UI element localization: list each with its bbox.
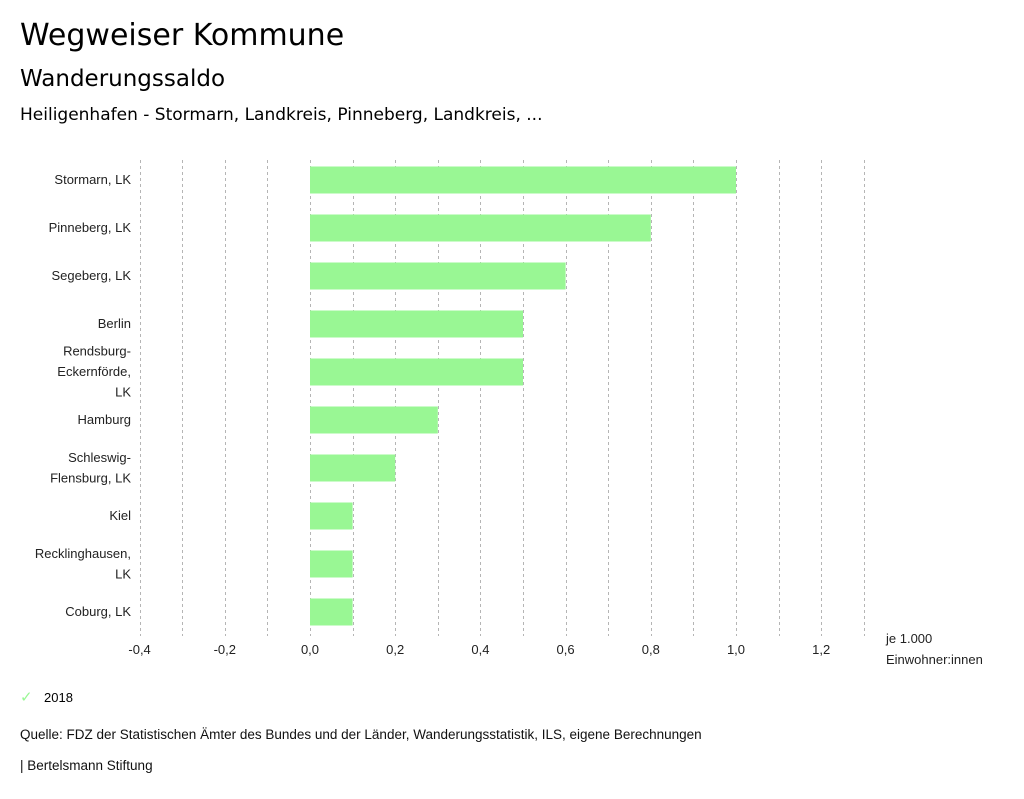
category-label: Kiel — [109, 508, 131, 523]
check-icon[interactable]: ✓ — [20, 689, 33, 706]
brand-note: | Bertelsmann Stiftung — [20, 758, 153, 773]
bar[interactable] — [310, 502, 353, 530]
category-label: LK — [115, 385, 131, 400]
x-tick-label: -0,2 — [214, 642, 236, 657]
category-label: Flensburg, LK — [50, 470, 131, 485]
x-tick-label: 1,0 — [727, 642, 745, 657]
bar[interactable] — [310, 358, 523, 386]
x-axis-label: je 1.000 — [885, 631, 932, 646]
bar[interactable] — [310, 406, 438, 434]
x-axis-label: Einwohner:innen — [886, 652, 983, 667]
category-label: Schleswig- — [68, 450, 131, 465]
bar[interactable] — [310, 214, 651, 242]
legend-label-2018: 2018 — [44, 689, 73, 705]
chart-subtitle: Wanderungssaldo — [20, 66, 226, 92]
bars — [310, 166, 736, 626]
x-tick-label: 0,6 — [557, 642, 575, 657]
x-tick-label: -0,4 — [128, 642, 150, 657]
category-label: Pinneberg, LK — [49, 220, 132, 235]
x-axis-unit-label: je 1.000 Einwohner:innen — [885, 631, 983, 667]
category-label: Rendsburg- — [63, 344, 131, 359]
category-labels: Stormarn, LK Pinneberg, LK Segeberg, LK Ber… — [35, 172, 131, 619]
bar-chart: Stormarn, LK Pinneberg, LK Segeberg, LK Ber… — [35, 160, 983, 667]
bar[interactable] — [310, 262, 566, 290]
category-label: Coburg, LK — [65, 604, 131, 619]
region-selection: Heiligenhafen - Stormarn, Landkreis, Pin… — [20, 105, 543, 125]
category-label: Hamburg — [78, 412, 131, 427]
bar[interactable] — [310, 550, 353, 578]
x-tick-label: 1,2 — [812, 642, 830, 657]
x-tick-label: 0,2 — [386, 642, 404, 657]
category-label: Segeberg, LK — [51, 268, 131, 283]
category-label: Berlin — [98, 316, 131, 331]
x-tick-label: 0,4 — [471, 642, 489, 657]
bar[interactable] — [310, 598, 353, 626]
legend[interactable]: ✓ 2018 — [20, 688, 73, 706]
category-label: Recklinghausen, — [35, 546, 131, 561]
x-tick-label: 0,8 — [642, 642, 660, 657]
x-tick-labels: -0,4 -0,2 0,0 0,2 0,4 0,6 0,8 1,0 1,2 — [128, 642, 830, 657]
bar[interactable] — [310, 310, 523, 338]
category-label: Eckernförde, — [57, 364, 131, 379]
page-title: Wegweiser Kommune — [20, 18, 345, 53]
bar[interactable] — [310, 454, 396, 482]
bar[interactable] — [310, 166, 736, 194]
x-tick-label: 0,0 — [301, 642, 319, 657]
category-label: Stormarn, LK — [54, 172, 131, 187]
category-label: LK — [115, 566, 131, 581]
source-note: Quelle: FDZ der Statistischen Ämter des … — [20, 727, 702, 742]
